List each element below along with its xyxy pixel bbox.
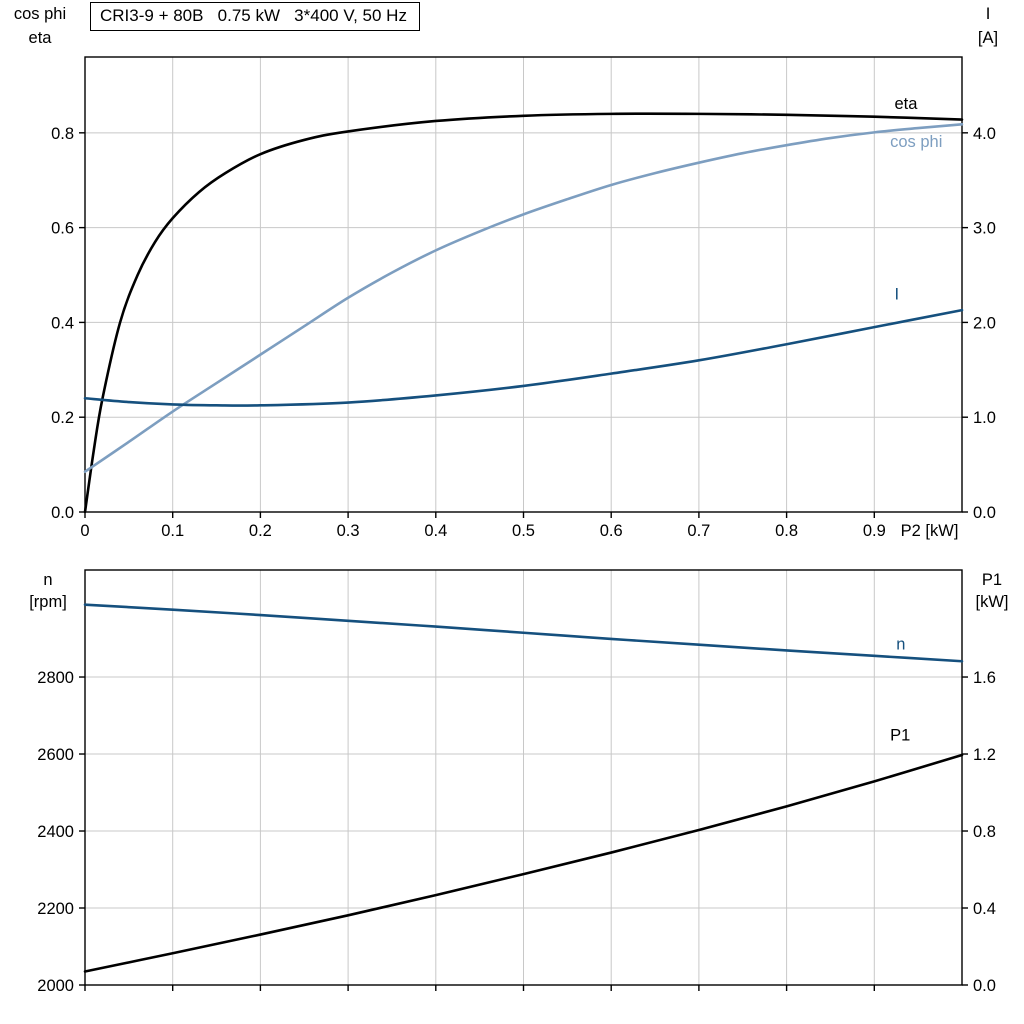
y-right-axis-title: [kW] <box>976 593 1009 611</box>
y-right-tick-label: 0.8 <box>973 823 996 841</box>
curve-label-eta: eta <box>894 95 918 113</box>
y-left-axis-title: eta <box>29 29 53 47</box>
x-tick-label: 0.6 <box>600 522 623 540</box>
y-left-axis-title: [rpm] <box>29 593 67 611</box>
y-right-tick-label: 1.6 <box>973 669 996 687</box>
x-tick-label: 0.2 <box>249 522 272 540</box>
x-tick-label: 0.8 <box>775 522 798 540</box>
x-axis-unit-label: P2 [kW] <box>901 522 959 540</box>
x-tick-label: 0.4 <box>424 522 447 540</box>
x-tick-label: 0.1 <box>161 522 184 540</box>
y-left-tick-label: 2800 <box>37 669 74 687</box>
y-right-tick-label: 1.0 <box>973 409 996 427</box>
y-left-tick-label: 0.4 <box>51 314 74 332</box>
curve-label-I: I <box>894 286 899 304</box>
y-right-axis-title: [A] <box>978 29 998 47</box>
y-right-tick-label: 0.0 <box>973 504 996 522</box>
x-tick-label: 0.7 <box>687 522 710 540</box>
curve-eta <box>83 112 964 514</box>
y-right-axis-title: P1 <box>982 571 1002 589</box>
curve-cos-phi <box>83 123 964 474</box>
chart-speed-and-input-power-curves: 2000 2200 2400 2600 2800 0.0 0.4 0.8 1.2 1.6 n [rpm… <box>29 569 1009 995</box>
chart-motor-electrical-curves: 0 0.1 0.2 0.3 0.4 0.5 0.6 0.7 0.8 0.9 P2 [kW] 0.0 0.… <box>14 5 998 540</box>
y-right-tick-label: 3.0 <box>973 220 996 238</box>
y-left-axis-title: cos phi <box>14 5 66 23</box>
x-tick-label: 0.3 <box>337 522 360 540</box>
y-left-tick-label: 0.8 <box>51 125 74 143</box>
x-tick-label: 0 <box>80 522 89 540</box>
curve-I <box>83 308 964 407</box>
y-left-tick-label: 2600 <box>37 746 74 764</box>
y-right-tick-label: 1.2 <box>973 746 996 764</box>
y-right-tick-label: 2.0 <box>973 314 996 332</box>
curve-n <box>83 603 964 663</box>
y-left-axis-title: n <box>43 571 52 589</box>
curve-P1 <box>83 753 964 973</box>
y-left-tick-label: 0.2 <box>51 409 74 427</box>
y-left-tick-label: 0.0 <box>51 504 74 522</box>
y-right-tick-label: 0.4 <box>973 900 996 918</box>
curve-label-P1: P1 <box>890 727 910 745</box>
y-right-tick-label: 4.0 <box>973 125 996 143</box>
y-right-tick-label: 0.0 <box>973 977 996 995</box>
curve-label-cos-phi: cos phi <box>890 133 942 151</box>
x-tick-label: 0.9 <box>863 522 886 540</box>
y-left-tick-label: 2400 <box>37 823 74 841</box>
y-left-tick-label: 2200 <box>37 900 74 918</box>
chart-title-box: CRI3-9 + 80B 0.75 kW 3*400 V, 50 Hz <box>90 2 420 31</box>
x-tick-label: 0.5 <box>512 522 535 540</box>
curve-label-n: n <box>896 635 905 653</box>
y-left-tick-label: 2000 <box>37 977 74 995</box>
y-right-axis-title: I <box>986 5 991 23</box>
y-left-tick-label: 0.6 <box>51 220 74 238</box>
